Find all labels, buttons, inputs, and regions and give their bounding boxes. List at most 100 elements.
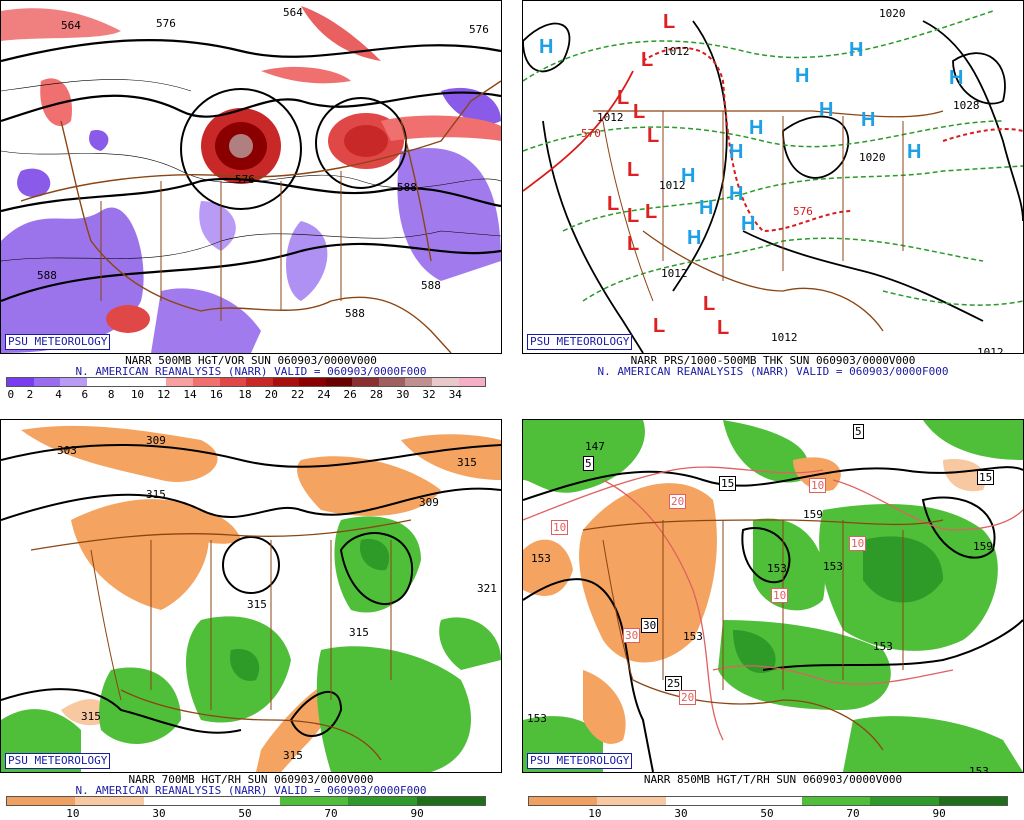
tick-label: 30 [674, 807, 688, 820]
tick-label: 30 [396, 388, 410, 401]
psu-meteorology-badge: PSU METEOROLOGY [527, 334, 633, 350]
temperature-label: 10 [809, 478, 827, 493]
low-pressure-marker: L [663, 11, 676, 33]
color-swatch [597, 797, 666, 805]
caption-line-1: NARR 500MB HGT/VOR SUN 060903/0000V000 [125, 354, 377, 367]
contour-label: 576 [235, 173, 255, 186]
color-swatch [299, 378, 326, 386]
tick-label: 26 [343, 388, 357, 401]
high-pressure-marker: H [849, 39, 864, 61]
color-swatch [113, 378, 140, 386]
tick-label: 0 [7, 388, 15, 401]
color-swatch [405, 378, 432, 386]
pressure-label: 1012 [977, 346, 1004, 354]
temperature-label: 5 [583, 456, 594, 471]
tick-label: 4 [55, 388, 62, 401]
contour-label: 315 [457, 456, 477, 469]
color-swatch [75, 797, 144, 805]
high-pressure-marker: H [699, 197, 714, 219]
tick-label: 50 [238, 807, 252, 820]
map-500mb: 564 576 564 576 588 588 576 588 588 PSU … [0, 0, 502, 354]
contour-label: 309 [146, 434, 166, 447]
temperature-label: 25 [665, 676, 683, 691]
contour-label: 588 [421, 279, 441, 292]
pressure-label: 1012 [597, 111, 624, 124]
contour-label: 588 [345, 307, 365, 320]
color-swatch [665, 797, 734, 805]
color-swatch [143, 797, 212, 805]
contour-label: 153 [683, 630, 703, 643]
temperature-label: 20 [679, 690, 697, 705]
low-pressure-marker: L [627, 205, 640, 227]
pressure-label: 1012 [659, 179, 686, 192]
caption-line-1: NARR 700MB HGT/RH SUN 060903/0000V000 [128, 773, 374, 786]
high-pressure-marker: H [539, 36, 554, 58]
map-500mb-graphic [1, 1, 501, 353]
tick-label: 2 [26, 388, 34, 401]
psu-meteorology-badge: PSU METEOROLOGY [527, 753, 633, 769]
pressure-label: 1020 [859, 151, 886, 164]
color-swatch [529, 797, 598, 805]
rh-color-bar [6, 796, 486, 806]
temperature-label: 30 [641, 618, 659, 633]
color-swatch [348, 797, 417, 805]
low-pressure-marker: L [607, 193, 620, 215]
contour-label: 159 [973, 540, 993, 553]
temperature-label: 20 [669, 494, 687, 509]
tick-label: 10 [66, 807, 80, 820]
vorticity-color-bar [6, 377, 486, 387]
tick-label: 16 [209, 388, 223, 401]
low-pressure-marker: L [617, 87, 630, 109]
low-pressure-marker: L [633, 101, 646, 123]
color-swatch [378, 378, 406, 386]
temperature-label: 10 [771, 588, 789, 603]
temperature-label: 15 [977, 470, 995, 485]
contour-label: 564 [61, 19, 81, 32]
tick-label: 10 [130, 388, 145, 401]
tick-label: 34 [448, 388, 462, 401]
temperature-label: 10 [551, 520, 569, 535]
contour-label: 153 [873, 640, 893, 653]
tick-label: 50 [760, 807, 774, 820]
temperature-label: 10 [849, 536, 867, 551]
color-swatch [280, 797, 349, 805]
contour-label: 153 [767, 562, 787, 575]
color-swatch [219, 378, 247, 386]
color-swatch [211, 797, 281, 805]
pressure-label: 1028 [953, 99, 980, 112]
thickness-label: 570 [581, 127, 601, 140]
color-swatch [7, 797, 76, 805]
map-surface-graphic [523, 1, 1023, 353]
rh-ticks: 10 30 50 70 90 [6, 807, 484, 820]
contour-label: 153 [823, 560, 843, 573]
psu-meteorology-badge: PSU METEOROLOGY [5, 753, 111, 769]
low-pressure-marker: L [627, 159, 640, 181]
contour-label: 153 [969, 765, 989, 773]
high-pressure-marker: H [687, 227, 702, 249]
caption-line-2: N. AMERICAN REANALYSIS (NARR) VALID = 06… [75, 784, 427, 797]
tick-label: 8 [107, 388, 115, 401]
thickness-label: 576 [793, 205, 813, 218]
pressure-label: 1020 [879, 7, 906, 20]
tick-label: 6 [81, 388, 89, 401]
low-pressure-marker: L [717, 317, 730, 339]
high-pressure-marker: H [949, 67, 964, 89]
color-swatch [7, 378, 34, 386]
rh-color-bar [528, 796, 1008, 806]
contour-label: 315 [247, 598, 267, 611]
tick-label: 18 [238, 388, 252, 401]
tick-label: 24 [317, 388, 331, 401]
caption-line-1: NARR PRS/1000-500MB THK SUN 060903/0000V… [630, 354, 916, 367]
contour-label: 576 [469, 23, 489, 36]
color-swatch [246, 378, 273, 386]
panel-850mb-rh: 147 153 159 153 153 153 153 159 153 153 … [522, 419, 1024, 820]
panel-700mb-rh: 309 303 315 315 315 315 315 321 309 315 … [0, 419, 502, 820]
low-pressure-marker: L [653, 315, 666, 337]
tick-label: 90 [932, 807, 946, 820]
contour-label: 153 [531, 552, 551, 565]
high-pressure-marker: H [729, 183, 744, 205]
contour-label: 315 [349, 626, 369, 639]
color-swatch [938, 797, 1007, 805]
temperature-label: 30 [623, 628, 641, 643]
color-swatch [139, 378, 167, 386]
